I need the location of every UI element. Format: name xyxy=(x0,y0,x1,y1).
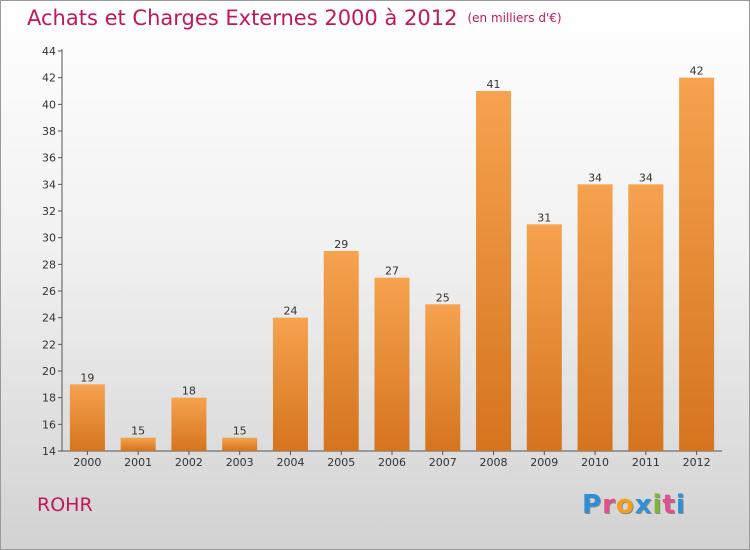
y-tick-label: 20 xyxy=(42,365,56,378)
y-tick-label: 36 xyxy=(42,152,56,165)
y-tick-label: 40 xyxy=(42,98,56,111)
data-label-2005: 29 xyxy=(334,238,348,251)
y-tick-label: 24 xyxy=(42,312,56,325)
data-label-2007: 25 xyxy=(436,291,450,304)
bar-2001 xyxy=(120,437,156,451)
data-label-2000: 19 xyxy=(80,371,94,384)
y-tick-label: 28 xyxy=(42,258,56,271)
data-label-2010: 34 xyxy=(588,171,602,184)
bar-2010 xyxy=(577,184,613,452)
x-tick-label-2008: 2008 xyxy=(480,456,508,469)
y-tick-label: 42 xyxy=(42,72,56,85)
x-tick-label-2006: 2006 xyxy=(378,456,406,469)
logo-letter: o xyxy=(615,490,635,520)
bar-2007 xyxy=(425,304,461,451)
logo-letter: P xyxy=(582,490,603,520)
logo-letter: i xyxy=(675,490,686,520)
data-label-2001: 15 xyxy=(131,425,145,438)
y-tick-label: 18 xyxy=(42,392,56,405)
x-tick-label-2011: 2011 xyxy=(632,456,660,469)
logo-letter: r xyxy=(602,490,616,520)
data-label-2004: 24 xyxy=(283,305,297,318)
bar-2002 xyxy=(171,397,207,451)
bar-2000 xyxy=(69,384,105,451)
logo-letter: x xyxy=(634,490,653,520)
x-tick-label-2000: 2000 xyxy=(73,456,101,469)
chart-unit: (en milliers d'€) xyxy=(467,11,562,25)
logo-letter: t xyxy=(662,490,676,520)
labels: 19 2000 15 2001 18 2002 15 2003 24 2004 29 2005 27 20… xyxy=(73,65,710,469)
bar-2012 xyxy=(679,77,715,452)
y-tick-label: 14 xyxy=(42,445,56,458)
bar-2006 xyxy=(374,277,410,451)
y-tick-label: 16 xyxy=(42,418,56,431)
data-label-2002: 18 xyxy=(182,385,196,398)
proxiti-logo: Proxiti xyxy=(582,490,686,520)
y-tick-label: 22 xyxy=(42,338,56,351)
x-tick-label-2001: 2001 xyxy=(124,456,152,469)
data-label-2008: 41 xyxy=(487,78,501,91)
commune-name: ROHR xyxy=(37,494,93,516)
data-label-2006: 27 xyxy=(385,265,399,278)
bar-2011 xyxy=(628,184,664,452)
x-tick-label-2010: 2010 xyxy=(581,456,609,469)
x-tick-label-2004: 2004 xyxy=(276,456,304,469)
chart-title-block: Achats et Charges Externes 2000 à 2012 (e… xyxy=(27,6,562,30)
x-tick-label-2007: 2007 xyxy=(429,456,457,469)
y-tick-label: 26 xyxy=(42,285,56,298)
x-tick-label-2012: 2012 xyxy=(683,456,711,469)
logo-letter: i xyxy=(652,490,663,520)
bar-2009 xyxy=(526,224,562,451)
bar-2003 xyxy=(222,437,258,451)
data-label-2012: 42 xyxy=(690,65,704,78)
y-tick-label: 30 xyxy=(42,232,56,245)
y-tick-label: 44 xyxy=(42,45,56,58)
bar-2008 xyxy=(476,91,512,451)
bar-2005 xyxy=(323,251,359,451)
data-label-2003: 15 xyxy=(233,425,247,438)
x-tick-label-2009: 2009 xyxy=(530,456,558,469)
data-label-2009: 31 xyxy=(537,211,551,224)
bars xyxy=(69,77,715,452)
chart-title: Achats et Charges Externes 2000 à 2012 xyxy=(27,6,458,30)
y-tick-label: 34 xyxy=(42,178,56,191)
y-tick-label: 38 xyxy=(42,125,56,138)
bar-2004 xyxy=(272,317,308,451)
x-tick-label-2002: 2002 xyxy=(175,456,203,469)
x-tick-label-2003: 2003 xyxy=(226,456,254,469)
x-tick-label-2005: 2005 xyxy=(327,456,355,469)
data-label-2011: 34 xyxy=(639,171,653,184)
y-tick-label: 32 xyxy=(42,205,56,218)
